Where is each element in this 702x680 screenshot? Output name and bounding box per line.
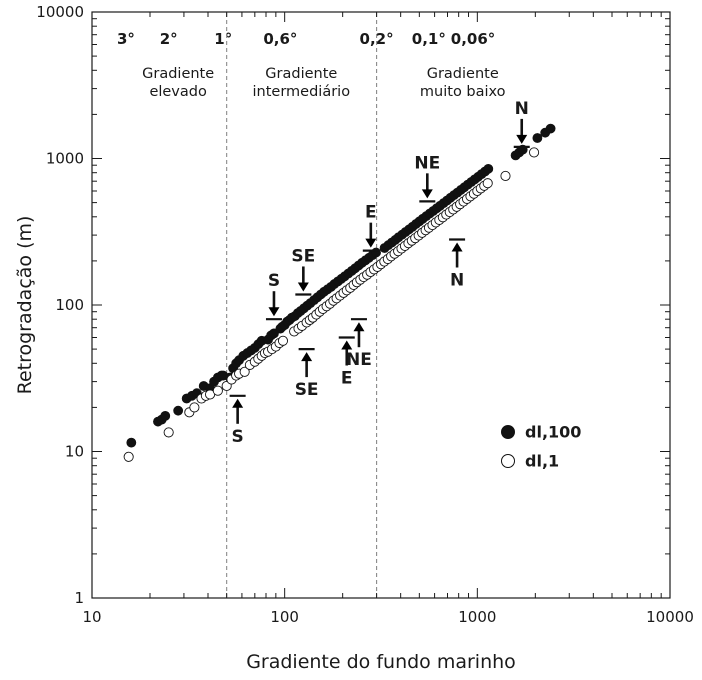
data-point-dl1 [239, 366, 250, 377]
x-axis-title: Gradiente do fundo marinho [246, 651, 516, 673]
annotation-label: NE [414, 153, 440, 173]
y-tick-label: 10 [65, 443, 84, 461]
y-axis-title: Retrogradação (m) [14, 216, 36, 395]
arrow-head [268, 307, 280, 317]
arrow-head [301, 352, 313, 362]
direction-annotation: S [265, 271, 282, 321]
arrow-head [341, 340, 353, 350]
direction-annotation: SE [295, 348, 319, 400]
legend-label: dl,1 [525, 452, 559, 471]
data-point-dl1 [500, 170, 511, 182]
x-tick-label: 10000 [646, 608, 694, 626]
annotation-label: S [232, 427, 244, 447]
y-tick-label: 10000 [36, 3, 84, 21]
annotation-label: SE [291, 246, 315, 266]
annotation-label: N [515, 99, 529, 119]
region-label: intermediário [253, 84, 351, 100]
region-label: Gradiente [142, 66, 214, 82]
direction-annotation: NE [414, 153, 440, 203]
data-point-dl1 [277, 335, 289, 346]
legend-marker [501, 425, 515, 439]
region-label: Gradiente [265, 66, 337, 82]
legend-label: dl,100 [525, 423, 581, 442]
region-label: elevado [149, 84, 207, 100]
direction-annotation: N [449, 238, 466, 290]
direction-annotation: N [513, 99, 530, 148]
region-label: muito baixo [420, 84, 506, 100]
direction-annotation: SE [291, 246, 315, 296]
slope-label: 3° [117, 30, 135, 48]
annotation-label: NE [346, 350, 372, 370]
direction-annotation: NE [346, 318, 372, 370]
slope-label: 1° [214, 30, 232, 48]
arrow-head [232, 398, 244, 408]
x-tick-label: 1000 [458, 608, 496, 626]
annotation-label: E [365, 203, 377, 223]
annotation-label: SE [295, 380, 319, 400]
data-point-dl100 [126, 437, 137, 448]
arrow-head [297, 282, 309, 292]
arrow-head [516, 134, 528, 144]
direction-annotation: E [362, 203, 379, 252]
slope-label: 0,2° [360, 30, 394, 48]
direction-annotation: S [229, 394, 246, 447]
data-point-dl1 [189, 402, 200, 413]
slope-label: 0,6° [263, 30, 297, 48]
data-point-dl100 [160, 410, 171, 421]
slope-label: 0,1° [412, 30, 446, 48]
data-point-dl1 [123, 451, 134, 462]
x-tick-label: 100 [270, 608, 299, 626]
data-point-dl1 [529, 147, 540, 158]
annotation-label: E [341, 369, 353, 389]
data-point-dl1 [163, 427, 174, 438]
region-label: Gradiente [427, 66, 499, 82]
data-point-dl1 [212, 385, 223, 396]
data-point-dl100 [545, 123, 556, 134]
y-tick-label: 1000 [46, 150, 84, 168]
direction-annotation: E [338, 336, 355, 389]
arrow-head [365, 238, 377, 248]
legend-marker [501, 454, 515, 468]
slope-label: 0,06° [451, 30, 496, 48]
x-tick-label: 10 [82, 608, 101, 626]
data-point-dl1 [482, 178, 493, 189]
data-point-dl100 [483, 163, 494, 174]
arrow-head [451, 242, 463, 252]
y-tick-label: 100 [55, 296, 84, 314]
arrow-head [353, 322, 365, 332]
slope-label: 2° [160, 30, 178, 48]
annotation-label: S [268, 271, 280, 291]
arrow-head [421, 189, 433, 199]
annotation-label: N [450, 270, 464, 290]
y-tick-label: 1 [74, 589, 84, 607]
data-point-dl100 [532, 133, 543, 143]
data-point-dl100 [371, 247, 381, 258]
data-point-dl100 [173, 405, 184, 416]
